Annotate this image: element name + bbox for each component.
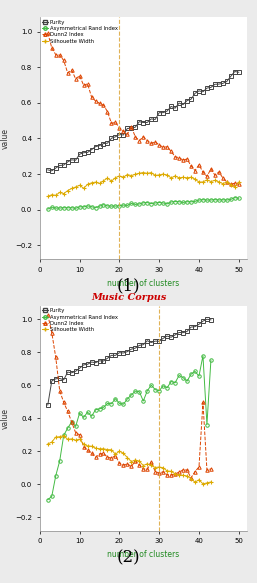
Text: (2): (2) <box>117 549 140 566</box>
Y-axis label: value: value <box>1 128 10 149</box>
X-axis label: number of clusters: number of clusters <box>107 550 179 559</box>
Legend: Purity, Asymmetrical Rand Index, Dunn2 Index, Silhouette Width: Purity, Asymmetrical Rand Index, Dunn2 I… <box>41 308 118 333</box>
Text: (1): (1) <box>117 277 140 294</box>
Y-axis label: value: value <box>1 408 10 429</box>
X-axis label: number of clusters: number of clusters <box>107 279 179 287</box>
Text: Music Corpus: Music Corpus <box>91 293 166 301</box>
Legend: Purity, Asymmetrical Rand Index, Dunn2 Index, Silhouette Width: Purity, Asymmetrical Rand Index, Dunn2 I… <box>41 19 118 44</box>
